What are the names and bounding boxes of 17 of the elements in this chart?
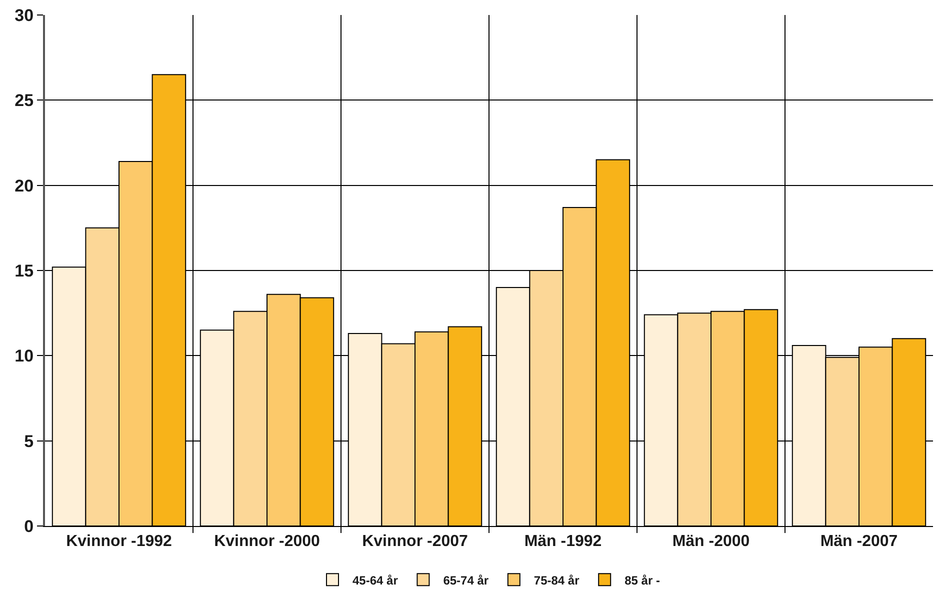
y-tick-label: 5 bbox=[24, 432, 34, 451]
x-tick-label: Män -1992 bbox=[524, 533, 602, 550]
y-tick-label: 0 bbox=[24, 516, 34, 536]
legend-label: 75-84 år bbox=[534, 573, 580, 588]
y-tick-label: 10 bbox=[14, 346, 34, 366]
legend-label: 45-64 år bbox=[352, 573, 398, 588]
x-tick-label: Män -2000 bbox=[672, 533, 750, 550]
y-tick-label: 30 bbox=[14, 6, 34, 25]
x-tick-label: Kvinnor -2007 bbox=[362, 533, 468, 550]
legend-label: 85 år - bbox=[624, 573, 660, 588]
x-tick-label: Kvinnor -2000 bbox=[214, 533, 320, 550]
y-tick-label: 15 bbox=[14, 261, 34, 280]
y-tick-label: 20 bbox=[14, 176, 34, 196]
y-tick-label: 25 bbox=[14, 91, 34, 110]
legend-label: 65-74 år bbox=[443, 573, 489, 588]
x-tick-label: Män -2007 bbox=[820, 533, 898, 550]
x-tick-label: Kvinnor -1992 bbox=[66, 533, 172, 550]
